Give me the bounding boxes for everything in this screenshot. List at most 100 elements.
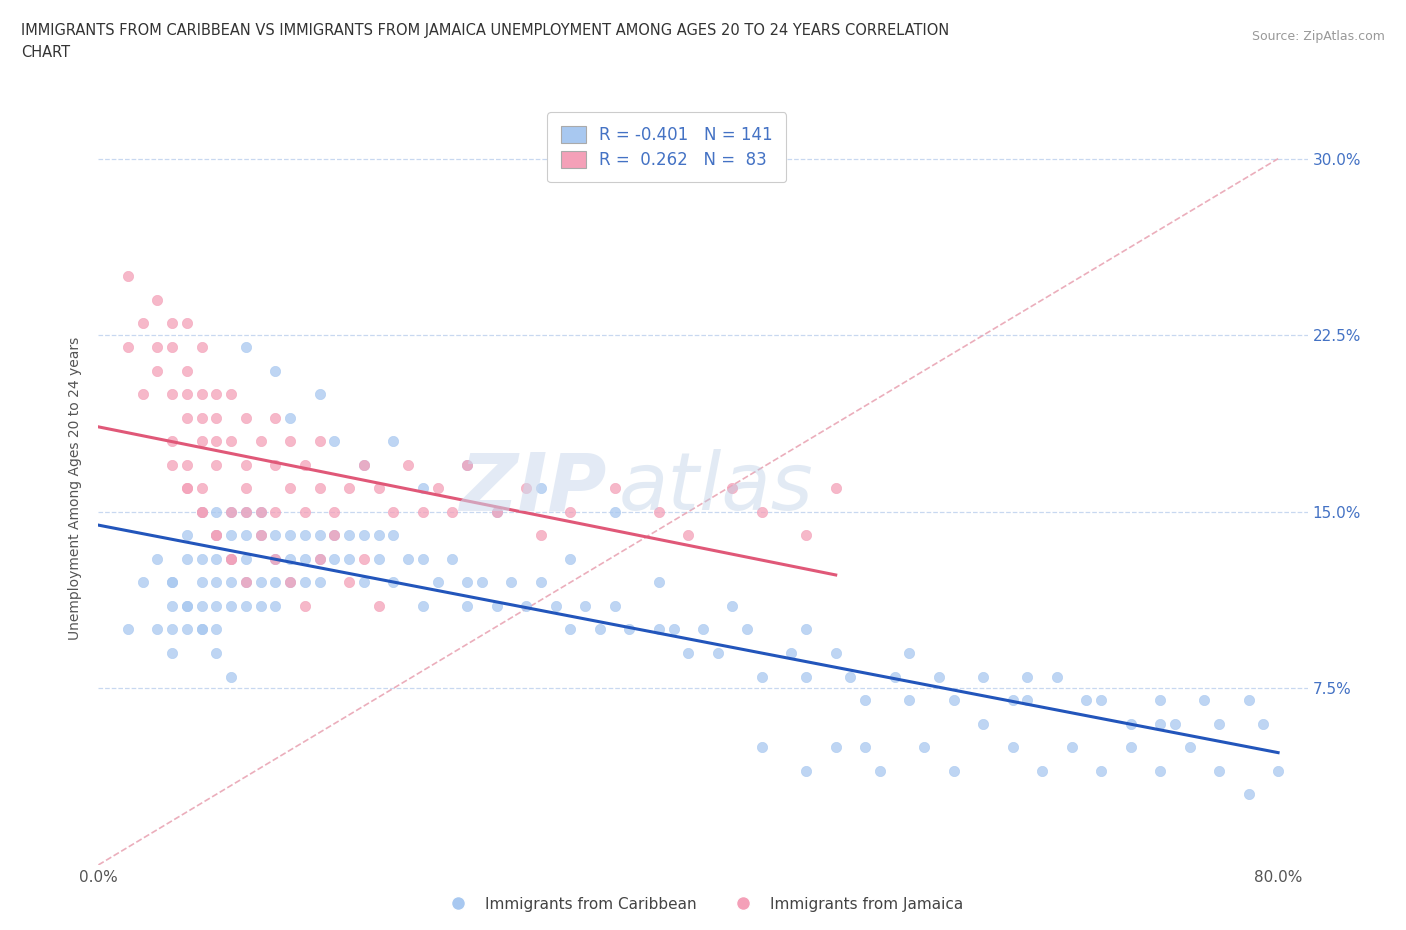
Point [264, 410, 287, 425]
Point [353, 528, 375, 543]
Point [205, 528, 228, 543]
Point [353, 458, 375, 472]
Point [412, 551, 434, 566]
Point [501, 575, 523, 590]
Point [869, 764, 891, 778]
Point [176, 481, 198, 496]
Point [426, 481, 449, 496]
Point [205, 387, 228, 402]
Point [794, 670, 817, 684]
Y-axis label: Unemployment Among Ages 20 to 24 years: Unemployment Among Ages 20 to 24 years [69, 337, 83, 640]
Legend: Immigrants from Caribbean, Immigrants from Jamaica: Immigrants from Caribbean, Immigrants fr… [436, 891, 970, 918]
Point [308, 387, 330, 402]
Point [308, 551, 330, 566]
Point [160, 387, 183, 402]
Point [235, 410, 257, 425]
Point [471, 575, 494, 590]
Point [278, 575, 301, 590]
Point [367, 481, 389, 496]
Point [515, 599, 537, 614]
Point [160, 575, 183, 590]
Point [176, 387, 198, 402]
Point [219, 551, 242, 566]
Point [249, 575, 271, 590]
Point [485, 504, 508, 519]
Point [264, 363, 287, 378]
Point [219, 528, 242, 543]
Point [1090, 693, 1112, 708]
Point [839, 670, 862, 684]
Point [1017, 670, 1039, 684]
Point [160, 316, 183, 331]
Point [794, 528, 817, 543]
Point [249, 433, 271, 448]
Text: Source: ZipAtlas.com: Source: ZipAtlas.com [1251, 30, 1385, 43]
Point [190, 339, 212, 354]
Point [794, 764, 817, 778]
Point [176, 363, 198, 378]
Point [1149, 716, 1171, 731]
Point [205, 575, 228, 590]
Point [146, 363, 169, 378]
Point [1237, 787, 1260, 802]
Point [898, 645, 921, 660]
Point [190, 410, 212, 425]
Point [146, 339, 169, 354]
Point [278, 575, 301, 590]
Point [235, 458, 257, 472]
Point [249, 504, 271, 519]
Point [249, 528, 271, 543]
Point [367, 528, 389, 543]
Point [160, 622, 183, 637]
Point [648, 504, 671, 519]
Point [219, 575, 242, 590]
Text: CHART: CHART [21, 45, 70, 60]
Point [219, 504, 242, 519]
Point [367, 551, 389, 566]
Point [560, 504, 582, 519]
Point [382, 528, 405, 543]
Point [264, 551, 287, 566]
Point [308, 433, 330, 448]
Point [353, 458, 375, 472]
Point [176, 551, 198, 566]
Point [205, 504, 228, 519]
Point [117, 339, 139, 354]
Point [1060, 739, 1083, 754]
Point [190, 504, 212, 519]
Point [294, 599, 316, 614]
Point [205, 433, 228, 448]
Point [1149, 764, 1171, 778]
Point [323, 551, 346, 566]
Point [308, 575, 330, 590]
Point [190, 575, 212, 590]
Point [294, 575, 316, 590]
Point [367, 599, 389, 614]
Point [1208, 716, 1230, 731]
Point [160, 433, 183, 448]
Point [824, 481, 846, 496]
Point [972, 716, 994, 731]
Point [560, 551, 582, 566]
Point [176, 622, 198, 637]
Point [456, 458, 478, 472]
Point [426, 575, 449, 590]
Point [278, 433, 301, 448]
Point [735, 622, 758, 637]
Point [235, 504, 257, 519]
Point [603, 481, 626, 496]
Point [928, 670, 950, 684]
Point [176, 528, 198, 543]
Point [1119, 739, 1142, 754]
Point [235, 551, 257, 566]
Point [190, 504, 212, 519]
Point [942, 693, 965, 708]
Point [235, 575, 257, 590]
Point [308, 551, 330, 566]
Point [205, 622, 228, 637]
Point [678, 528, 700, 543]
Point [515, 481, 537, 496]
Point [264, 599, 287, 614]
Point [235, 528, 257, 543]
Point [323, 433, 346, 448]
